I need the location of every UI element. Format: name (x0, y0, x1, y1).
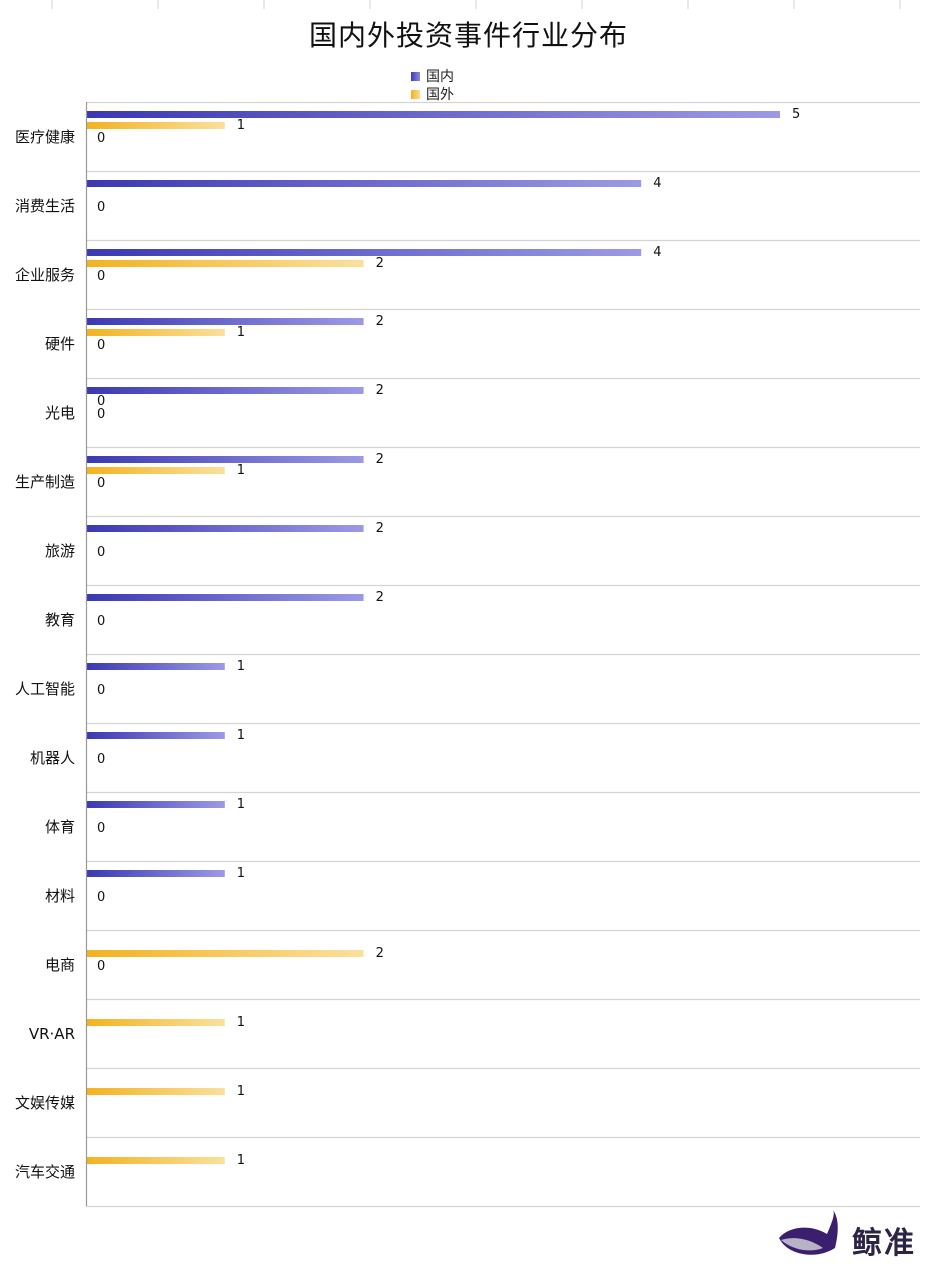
data-label-domestic: 2 (376, 452, 384, 467)
bar-foreign[interactable] (86, 1157, 225, 1164)
category-label: 消费生活 (15, 197, 75, 215)
category-label: 教育 (45, 611, 75, 629)
data-label-zero: 0 (97, 752, 105, 767)
bar-foreign[interactable] (86, 467, 225, 474)
data-label-zero: 0 (97, 683, 105, 698)
bar-domestic[interactable] (86, 870, 225, 877)
category-label: 机器人 (30, 749, 75, 767)
data-label-domestic: 1 (237, 866, 245, 881)
data-label-domestic: 4 (653, 245, 661, 260)
data-label-zero: 0 (97, 200, 105, 215)
data-label-zero: 0 (97, 614, 105, 629)
legend-swatch-foreign (411, 89, 420, 99)
data-label-zero: 0 (97, 407, 105, 422)
data-label-domestic: 1 (237, 797, 245, 812)
category-label: 材料 (45, 887, 75, 905)
chart-title: 国内外投资事件行业分布 (308, 19, 628, 52)
data-label-foreign: 1 (237, 118, 245, 133)
data-label-domestic: 1 (237, 659, 245, 674)
top-tick-marks (51, 0, 901, 9)
data-label-domestic: 2 (376, 590, 384, 605)
bar-foreign[interactable] (86, 1019, 225, 1026)
bar-foreign[interactable] (86, 122, 225, 129)
data-label-domestic: 1 (237, 728, 245, 743)
data-label-foreign: 1 (237, 463, 245, 478)
category-label: 电商 (45, 956, 75, 974)
category-label: 医疗健康 (15, 128, 75, 146)
legend-label-domestic: 国内 (426, 69, 454, 85)
data-label-foreign: 1 (237, 325, 245, 340)
bar-domestic[interactable] (86, 456, 364, 463)
data-label-domestic: 2 (376, 521, 384, 536)
data-label-zero: 0 (97, 821, 105, 836)
data-label-domestic: 4 (653, 176, 661, 191)
bar-domestic[interactable] (86, 663, 225, 670)
bar-domestic[interactable] (86, 318, 364, 325)
category-label: 硬件 (45, 335, 75, 353)
data-label-zero: 0 (97, 545, 105, 560)
bar-domestic[interactable] (86, 249, 642, 256)
data-label-zero: 0 (97, 269, 105, 284)
data-label-zero: 0 (97, 131, 105, 146)
bar-foreign[interactable] (86, 329, 225, 336)
category-label: 汽车交通 (15, 1163, 75, 1181)
legend-label-foreign: 国外 (426, 87, 454, 103)
data-label-foreign: 1 (237, 1153, 245, 1168)
data-label-foreign: 1 (237, 1015, 245, 1030)
bar-domestic[interactable] (86, 525, 364, 532)
data-label-zero: 0 (97, 338, 105, 353)
data-label-zero: 0 (97, 959, 105, 974)
data-label-zero: 0 (97, 890, 105, 905)
legend[interactable]: 国内 国外 (411, 67, 454, 103)
bar-foreign[interactable] (86, 950, 364, 957)
data-label-foreign: 2 (376, 946, 384, 961)
data-label-domestic: 2 (376, 314, 384, 329)
legend-swatch-domestic (411, 71, 420, 81)
legend-item-foreign[interactable]: 国外 (411, 85, 454, 103)
category-label: 生产制造 (15, 473, 75, 491)
category-label: 人工智能 (15, 680, 75, 698)
bar-foreign[interactable] (86, 260, 364, 267)
category-label: 体育 (45, 818, 75, 836)
category-label: 光电 (45, 404, 75, 422)
data-label-domestic: 5 (792, 107, 800, 122)
category-label: 文娱传媒 (15, 1094, 75, 1112)
brand-name: 鲸准 (852, 1226, 916, 1261)
bar-domestic[interactable] (86, 111, 780, 118)
data-label-foreign: 1 (237, 1084, 245, 1099)
data-label-foreign: 2 (376, 256, 384, 271)
legend-item-domestic[interactable]: 国内 (411, 67, 454, 85)
bar-domestic[interactable] (86, 801, 225, 808)
data-label-domestic: 2 (376, 383, 384, 398)
bar-foreign[interactable] (86, 1088, 225, 1095)
data-label-zero: 0 (97, 476, 105, 491)
category-label: 旅游 (45, 542, 75, 560)
whale-icon (779, 1210, 838, 1255)
data-label-foreign: 0 (97, 394, 105, 409)
bar-domestic[interactable] (86, 732, 225, 739)
category-label: 企业服务 (15, 266, 75, 284)
bar-domestic[interactable] (86, 180, 642, 187)
bar-domestic[interactable] (86, 387, 364, 394)
bar-domestic[interactable] (86, 594, 364, 601)
category-label: VR·AR (29, 1025, 75, 1043)
